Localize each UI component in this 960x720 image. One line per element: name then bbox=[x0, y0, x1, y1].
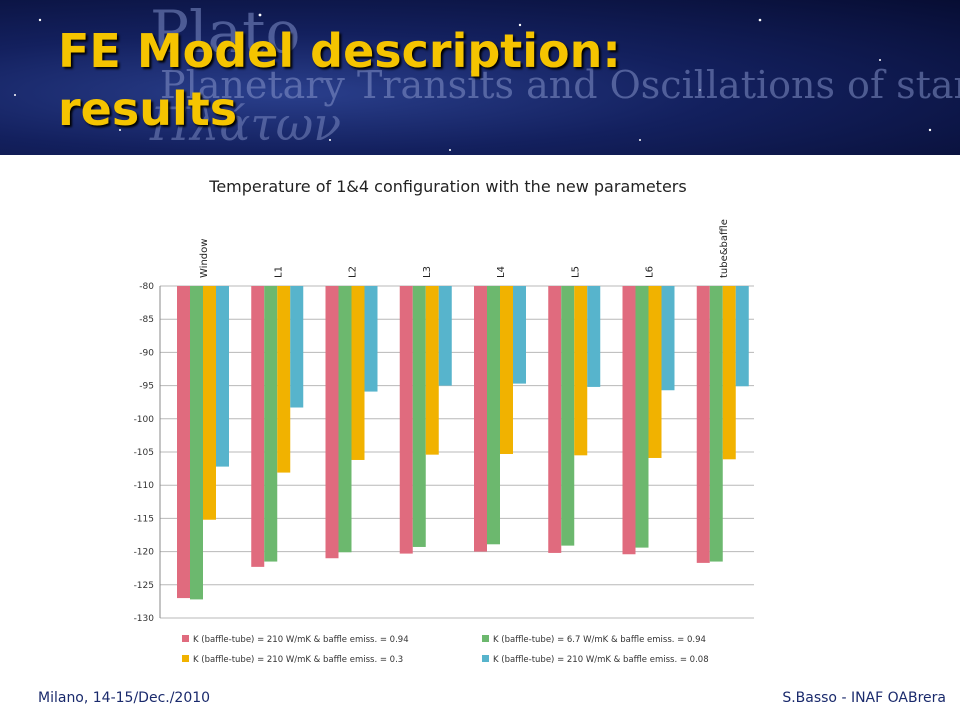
banner-logo-word: Plato bbox=[150, 0, 300, 66]
category-label: L1 bbox=[273, 266, 284, 278]
banner-tagline: Planetary Transits and Oscillations of s… bbox=[160, 63, 960, 107]
category-label: Window bbox=[199, 239, 210, 278]
y-tick-label: -105 bbox=[134, 448, 154, 458]
bar-L3-series-4 bbox=[438, 286, 452, 386]
banner-greek-text: Πλάτων bbox=[149, 97, 341, 151]
bar-L5-series-3 bbox=[574, 286, 588, 456]
category-label: L3 bbox=[422, 266, 433, 278]
y-tick-label: -85 bbox=[139, 315, 154, 325]
y-axis-ticks: -80 -85 -90 -95 -100 -105 -110 -115 -120 -125 -130 bbox=[134, 282, 155, 624]
bar-chart: Temperature of 1&4 configuration with th… bbox=[134, 177, 754, 665]
bar-tube&baffle-series-1 bbox=[696, 286, 710, 563]
bar-L6-series-4 bbox=[661, 286, 675, 391]
bar-L2-series-2 bbox=[338, 286, 352, 553]
category-label: tube&baffle bbox=[719, 219, 730, 278]
bar-L4-series-1 bbox=[474, 286, 487, 552]
bar-L1-series-2 bbox=[264, 286, 278, 562]
bar-L3-series-1 bbox=[399, 286, 413, 554]
y-tick-label: -95 bbox=[139, 382, 154, 392]
chart-title: Temperature of 1&4 configuration with th… bbox=[208, 177, 686, 196]
bar-L6-series-2 bbox=[635, 286, 649, 548]
category-label: L2 bbox=[348, 266, 359, 278]
bar-L5-series-1 bbox=[548, 286, 562, 553]
bar-L1-series-4 bbox=[290, 286, 304, 408]
bar-Window-series-2 bbox=[190, 286, 203, 600]
bar-L2-series-1 bbox=[325, 286, 339, 559]
chart-legend: K (baffle-tube) = 210 W/mK & baffle emis… bbox=[182, 635, 709, 665]
legend-label: K (baffle-tube) = 210 W/mK & baffle emis… bbox=[193, 635, 409, 645]
legend-label: K (baffle-tube) = 210 W/mK & baffle emis… bbox=[493, 655, 709, 665]
y-tick-label: -80 bbox=[139, 282, 154, 292]
bar-L3-series-3 bbox=[425, 286, 439, 455]
slide-title: FE Model description: results bbox=[58, 22, 858, 138]
slide-title-line1: FE Model description: bbox=[58, 24, 621, 78]
bar-L4-series-3 bbox=[500, 286, 513, 454]
y-tick-label: -110 bbox=[134, 481, 155, 491]
bar-L5-series-2 bbox=[561, 286, 575, 546]
y-tick-label: -100 bbox=[134, 415, 155, 425]
y-tick-label: -115 bbox=[134, 514, 154, 524]
bar-L1-series-3 bbox=[277, 286, 291, 473]
bar-L4-series-4 bbox=[513, 286, 526, 384]
footer-author: S.Basso - INAF OABrera bbox=[782, 690, 946, 706]
header-banner: Plato Planetary Transits and Oscillation… bbox=[0, 0, 960, 155]
legend-swatch bbox=[482, 635, 489, 642]
category-label: L5 bbox=[570, 266, 581, 278]
bar-L1-series-1 bbox=[251, 286, 265, 567]
bar-L4-series-2 bbox=[487, 286, 500, 545]
y-tick-label: -90 bbox=[139, 348, 154, 358]
legend-swatch bbox=[182, 635, 189, 642]
bar-L6-series-1 bbox=[622, 286, 636, 555]
bar-L2-series-3 bbox=[351, 286, 365, 460]
bar-tube&baffle-series-2 bbox=[709, 286, 723, 562]
category-label: L6 bbox=[645, 266, 656, 278]
bar-L2-series-4 bbox=[364, 286, 378, 392]
bar-tube&baffle-series-4 bbox=[735, 286, 749, 387]
category-label: L4 bbox=[496, 266, 507, 278]
legend-label: K (baffle-tube) = 6.7 W/mK & baffle emis… bbox=[493, 635, 706, 645]
bar-Window-series-4 bbox=[216, 286, 229, 467]
footer-location-date: Milano, 14-15/Dec./2010 bbox=[38, 690, 211, 706]
bar-tube&baffle-series-3 bbox=[722, 286, 736, 460]
bar-L6-series-3 bbox=[648, 286, 662, 458]
bar-Window-series-3 bbox=[203, 286, 216, 520]
chart-bars bbox=[177, 286, 749, 600]
bar-L3-series-2 bbox=[412, 286, 426, 547]
y-tick-label: -120 bbox=[134, 548, 155, 558]
banner-background: Plato Planetary Transits and Oscillation… bbox=[14, 0, 960, 151]
y-tick-label: -130 bbox=[134, 614, 155, 624]
category-labels: Window L1 L2 L3 L4 L5 L6 tube&baffle bbox=[199, 219, 730, 278]
slide-title-line2: results bbox=[58, 82, 238, 136]
bar-Window-series-1 bbox=[177, 286, 190, 599]
legend-swatch bbox=[182, 655, 189, 662]
y-tick-label: -125 bbox=[134, 581, 154, 591]
bar-L5-series-4 bbox=[587, 286, 601, 387]
legend-swatch bbox=[482, 655, 489, 662]
legend-label: K (baffle-tube) = 210 W/mK & baffle emis… bbox=[193, 655, 403, 665]
